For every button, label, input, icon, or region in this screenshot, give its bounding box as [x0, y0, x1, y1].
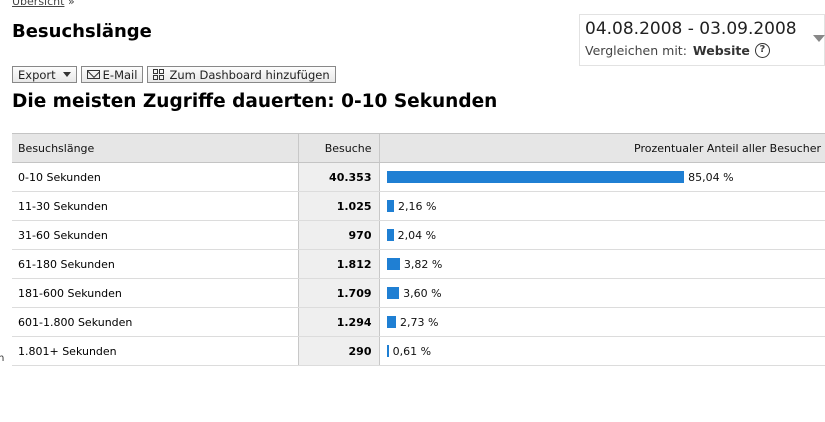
- percentage-bar: [386, 229, 394, 241]
- export-label: Export: [18, 67, 56, 82]
- percentage-bar: [386, 171, 685, 183]
- row-percentage-cell: 2,73 %: [378, 307, 825, 337]
- row-duration-label: 181-600 Sekunden: [12, 278, 298, 308]
- chevron-down-icon[interactable]: [813, 35, 825, 42]
- row-visits-value: 970: [297, 220, 379, 250]
- row-percentage-cell: 0,61 %: [378, 336, 825, 366]
- date-range-text: 04.08.2008 - 03.09.2008: [585, 19, 797, 39]
- percentage-label: 85,04 %: [688, 170, 734, 184]
- table-row: 61-180 Sekunden 1.812 3,82 %: [12, 249, 825, 279]
- row-percentage-cell: 2,16 %: [378, 191, 825, 221]
- row-duration-label: 1.801+ Sekunden: [12, 336, 298, 366]
- compare-row: Vergleichen mit: Website ?: [585, 43, 770, 58]
- row-duration-label: 0-10 Sekunden: [12, 162, 298, 192]
- caret-down-icon: [62, 72, 71, 77]
- row-percentage-cell: 85,04 %: [378, 162, 825, 192]
- row-visits-value: 1.294: [297, 307, 379, 337]
- table-header-row: Besuchslänge Besuche Prozentualer Anteil…: [12, 133, 825, 163]
- percentage-label: 0,61 %: [392, 344, 432, 358]
- row-duration-label: 11-30 Sekunden: [12, 191, 298, 221]
- table-row: 11-30 Sekunden 1.025 2,16 %: [12, 191, 825, 221]
- row-duration-label: 61-180 Sekunden: [12, 249, 298, 279]
- row-visits-value: 40.353: [297, 162, 379, 192]
- header-visits[interactable]: Besuche: [297, 133, 379, 163]
- breadcrumb: Übersicht »: [12, 0, 75, 8]
- breadcrumb-link-overview[interactable]: Übersicht: [12, 0, 65, 8]
- percentage-label: 3,82 %: [403, 257, 443, 271]
- summary-heading: Die meisten Zugriffe dauerten: 0-10 Seku…: [12, 91, 498, 112]
- row-visits-value: 1.709: [297, 278, 379, 308]
- row-visits-value: 290: [297, 336, 379, 366]
- help-icon[interactable]: ?: [754, 43, 770, 58]
- percentage-bar: [386, 345, 389, 357]
- mail-icon: [86, 70, 100, 79]
- row-percentage-cell: 2,04 %: [378, 220, 825, 250]
- percentage-bar: [386, 287, 400, 299]
- table-row: 0-10 Sekunden 40.353 85,04 %: [12, 162, 825, 192]
- table-row: 31-60 Sekunden 970 2,04 %: [12, 220, 825, 250]
- percentage-label: 3,60 %: [403, 286, 442, 300]
- email-button[interactable]: E-Mail: [80, 66, 144, 83]
- row-percentage-cell: 3,82 %: [378, 249, 825, 279]
- date-range-selector[interactable]: 04.08.2008 - 03.09.2008 Vergleichen mit:…: [579, 14, 825, 66]
- header-duration[interactable]: Besuchslänge: [12, 133, 298, 163]
- email-label: E-Mail: [102, 67, 138, 82]
- percentage-label: 2,16 %: [398, 199, 437, 213]
- header-percentage[interactable]: Prozentualer Anteil aller Besucher: [378, 133, 825, 163]
- add-to-dashboard-button[interactable]: Zum Dashboard hinzufügen: [147, 66, 336, 83]
- row-visits-value: 1.025: [297, 191, 379, 221]
- percentage-bar: [386, 200, 395, 212]
- export-button[interactable]: Export: [12, 66, 77, 83]
- percentage-label: 2,04 %: [397, 228, 437, 242]
- percentage-bar: [386, 316, 397, 328]
- row-duration-label: 31-60 Sekunden: [12, 220, 298, 250]
- table-row: 181-600 Sekunden 1.709 3,60 %: [12, 278, 825, 308]
- breadcrumb-separator: »: [67, 0, 75, 8]
- page-title: Besuchslänge: [12, 21, 152, 42]
- compare-label: Vergleichen mit:: [585, 43, 687, 58]
- table-body: 0-10 Sekunden 40.353 85,04 % 11-30 Sekunden…: [12, 162, 825, 366]
- table-row: 601-1.800 Sekunden 1.294 2,73 %: [12, 307, 825, 337]
- toolbar: Export E-Mail Zum Dashboard hinzufügen: [12, 66, 336, 83]
- compare-value: Website: [692, 43, 750, 58]
- report-table: Besuchslänge Besuche Prozentualer Anteil…: [12, 133, 825, 366]
- edge-fragment: n: [0, 353, 5, 364]
- table-row: 1.801+ Sekunden 290 0,61 %: [12, 336, 825, 366]
- row-visits-value: 1.812: [297, 249, 379, 279]
- row-duration-label: 601-1.800 Sekunden: [12, 307, 298, 337]
- percentage-label: 2,73 %: [400, 315, 439, 329]
- dashboard-label: Zum Dashboard hinzufügen: [169, 67, 330, 82]
- dashboard-icon: [153, 69, 165, 80]
- row-percentage-cell: 3,60 %: [378, 278, 825, 308]
- percentage-bar: [386, 258, 400, 270]
